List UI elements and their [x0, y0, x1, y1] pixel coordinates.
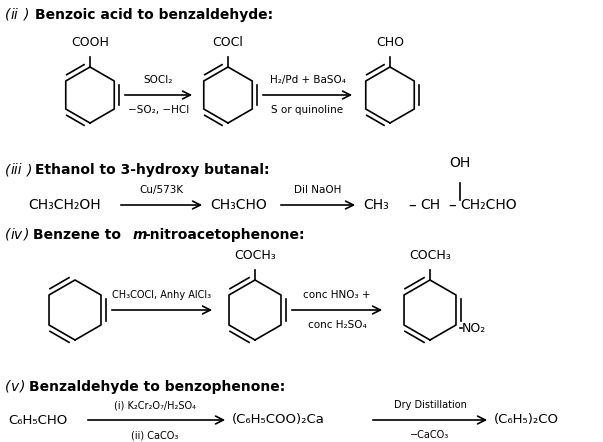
Text: CH₃: CH₃	[363, 198, 389, 212]
Text: Cu/573K: Cu/573K	[139, 185, 183, 195]
Text: Benzaldehyde to benzophenone:: Benzaldehyde to benzophenone:	[29, 380, 285, 394]
Text: (C₆H₅COO)₂Ca: (C₆H₅COO)₂Ca	[232, 414, 325, 427]
Text: C₆H₅CHO: C₆H₅CHO	[8, 414, 68, 427]
Text: CH: CH	[420, 198, 440, 212]
Text: conc HNO₃ +: conc HNO₃ +	[303, 290, 371, 300]
Text: NO₂: NO₂	[462, 321, 486, 335]
Text: S or quinoline: S or quinoline	[271, 105, 344, 115]
Text: conc H₂SO₄: conc H₂SO₄	[308, 320, 367, 330]
Text: COCl: COCl	[213, 36, 244, 49]
Text: iii: iii	[11, 163, 23, 177]
Text: COOH: COOH	[71, 36, 109, 49]
Text: -nitroacetophenone:: -nitroacetophenone:	[144, 228, 305, 242]
Text: Ethanol to 3-hydroxy butanal:: Ethanol to 3-hydroxy butanal:	[35, 163, 270, 177]
Text: −CaCO₃: −CaCO₃	[411, 430, 450, 440]
Text: H₂/Pd + BaSO₄: H₂/Pd + BaSO₄	[270, 75, 346, 85]
Text: (: (	[5, 163, 10, 177]
Text: (i) K₂Cr₂O₇/H₂SO₄: (i) K₂Cr₂O₇/H₂SO₄	[114, 400, 196, 410]
Text: (: (	[5, 380, 10, 394]
Text: ): )	[27, 163, 33, 177]
Text: v: v	[11, 380, 19, 394]
Text: ): )	[24, 8, 30, 22]
Text: ii: ii	[11, 8, 19, 22]
Text: Dil NaOH: Dil NaOH	[294, 185, 342, 195]
Text: CH₃COCl, Anhy AlCl₃: CH₃COCl, Anhy AlCl₃	[112, 290, 212, 300]
Text: −SO₂, −HCl: −SO₂, −HCl	[128, 105, 189, 115]
Text: CH₃CH₂OH: CH₃CH₂OH	[28, 198, 101, 212]
Text: (C₆H₅)₂CO: (C₆H₅)₂CO	[494, 414, 559, 427]
Text: (: (	[5, 228, 10, 242]
Text: COCH₃: COCH₃	[234, 249, 276, 262]
Text: Benzoic acid to benzaldehyde:: Benzoic acid to benzaldehyde:	[35, 8, 273, 22]
Text: –: –	[408, 198, 415, 213]
Text: Dry Distillation: Dry Distillation	[394, 400, 467, 410]
Text: CHO: CHO	[376, 36, 404, 49]
Text: COCH₃: COCH₃	[409, 249, 451, 262]
Text: Benzene to: Benzene to	[33, 228, 126, 242]
Text: m: m	[133, 228, 148, 242]
Text: SOCl₂: SOCl₂	[144, 75, 173, 85]
Text: ): )	[20, 380, 25, 394]
Text: –: –	[448, 198, 456, 213]
Text: (ii) CaCO₃: (ii) CaCO₃	[131, 430, 178, 440]
Text: OH: OH	[449, 156, 470, 170]
Text: CH₂CHO: CH₂CHO	[460, 198, 517, 212]
Text: (: (	[5, 8, 10, 22]
Text: CH₃CHO: CH₃CHO	[210, 198, 267, 212]
Text: iv: iv	[11, 228, 23, 242]
Text: ): )	[24, 228, 30, 242]
